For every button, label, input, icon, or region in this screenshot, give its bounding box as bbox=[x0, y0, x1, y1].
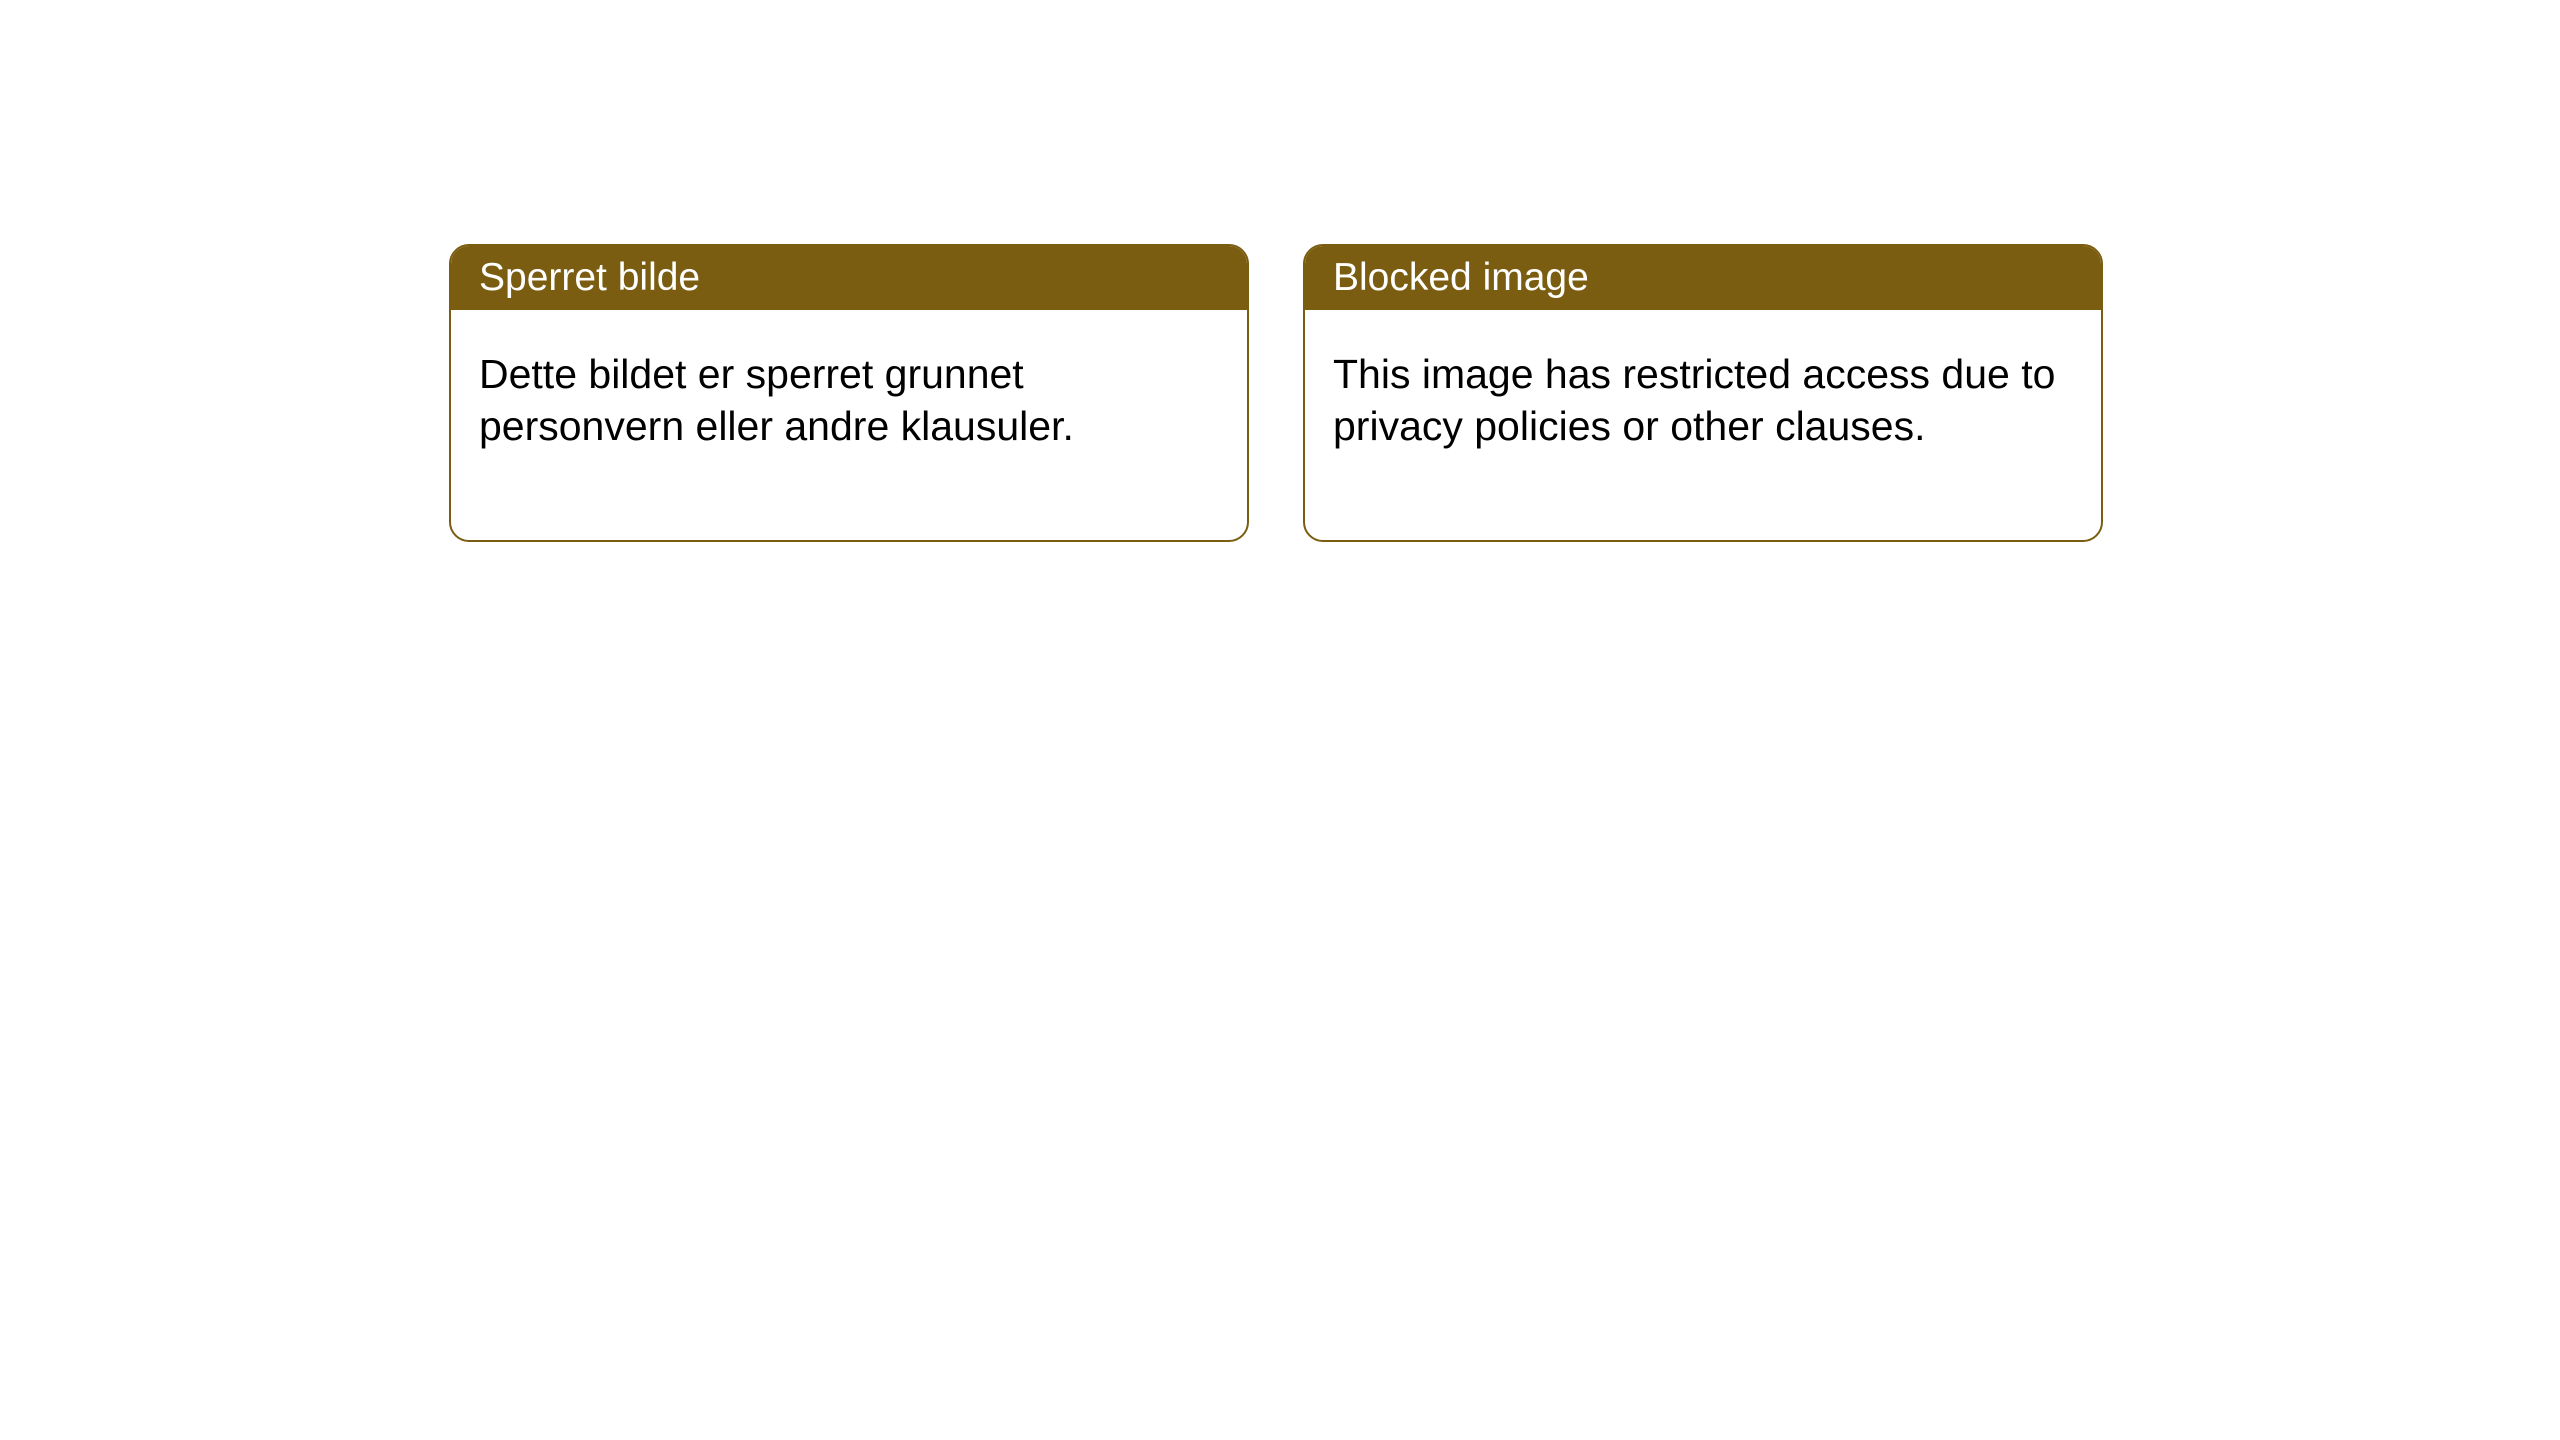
card-header: Sperret bilde bbox=[451, 246, 1247, 310]
notice-cards-container: Sperret bilde Dette bildet er sperret gr… bbox=[449, 244, 2103, 542]
card-title: Blocked image bbox=[1333, 256, 1589, 299]
card-title: Sperret bilde bbox=[479, 256, 700, 299]
card-body: This image has restricted access due to … bbox=[1305, 310, 2101, 540]
card-body-text: This image has restricted access due to … bbox=[1333, 351, 2055, 449]
notice-card-norwegian: Sperret bilde Dette bildet er sperret gr… bbox=[449, 244, 1249, 542]
card-body-text: Dette bildet er sperret grunnet personve… bbox=[479, 351, 1074, 449]
card-header: Blocked image bbox=[1305, 246, 2101, 310]
card-body: Dette bildet er sperret grunnet personve… bbox=[451, 310, 1247, 540]
notice-card-english: Blocked image This image has restricted … bbox=[1303, 244, 2103, 542]
